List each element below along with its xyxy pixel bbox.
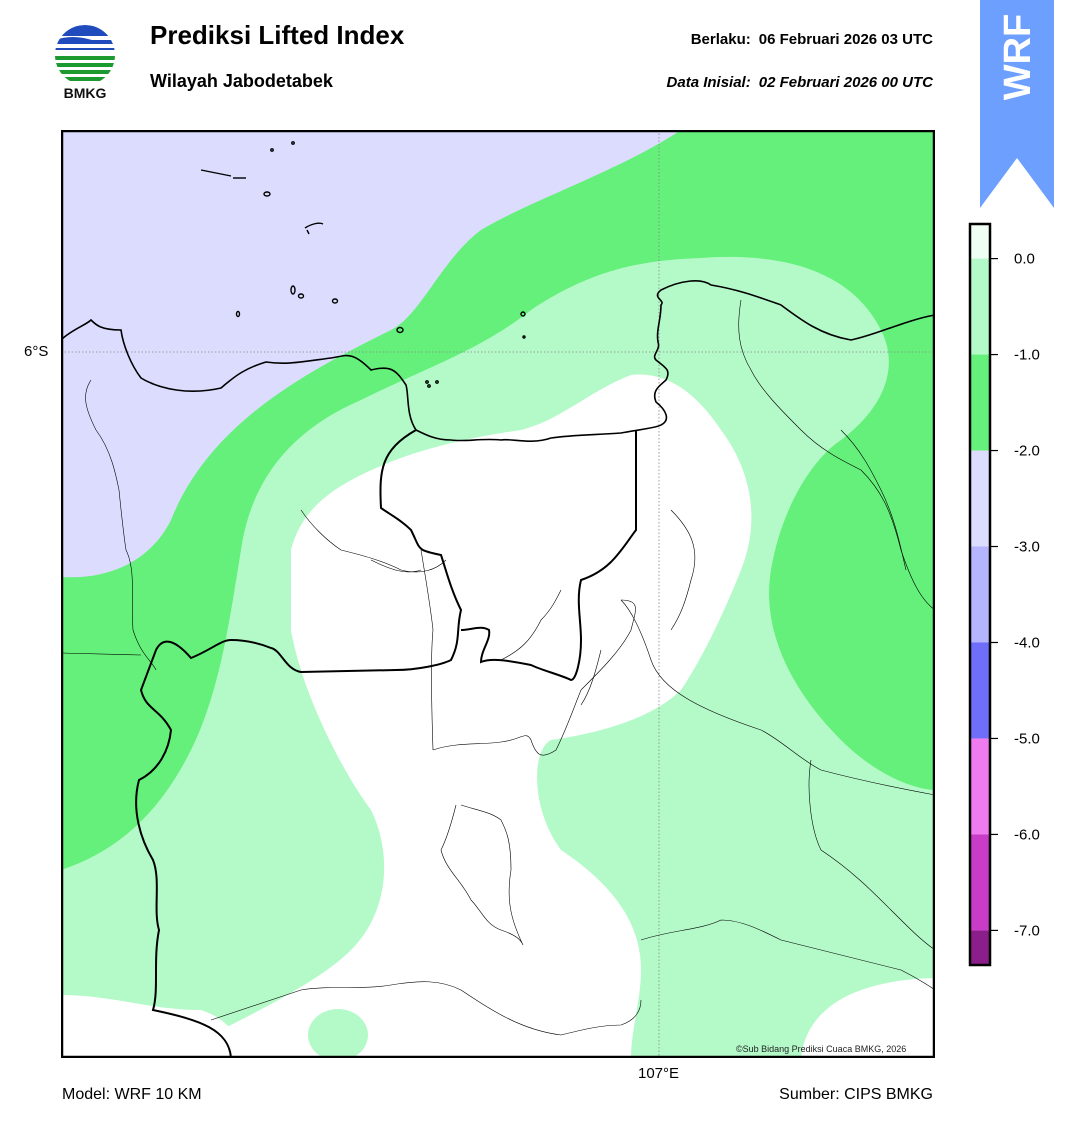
colorbar-tick-label: -2.0 [1014,443,1040,460]
colorbar-band [971,450,989,547]
light-green-blob [308,1009,368,1058]
colorbar-band [971,642,989,739]
coastline [61,280,935,442]
white-corner-right [801,978,935,1058]
valid-time-label: Berlaku: [690,31,751,48]
colorbar-ticks: 0.0 -1.0 -2.0 -3.0 -4.0 -5.0 -6.0 -7.0 [990,251,1040,939]
colorbar-tick-label: -3.0 [1014,539,1040,556]
colorbar-band [971,225,989,259]
source-label: Sumber: CIPS BMKG [779,1086,933,1103]
bmkg-logo: BMKG [55,25,115,101]
lifted-index-map [61,130,935,1058]
thousand-islands [200,141,526,388]
colorbar-tick-label: -5.0 [1014,730,1040,747]
colorbar-tick-label: -7.0 [1014,922,1040,939]
colorbar: 0.0 -1.0 -2.0 -3.0 -4.0 -5.0 -6.0 -7.0 [968,222,1040,967]
map-frame [61,130,935,1058]
longitude-label: 107°E [638,1065,680,1082]
colorbar-tick-label: -4.0 [1014,634,1040,651]
model-label: Model: WRF 10 KM [62,1086,202,1103]
copyright-text: ©Sub Bidang Prediksi Cuaca BMKG, 2026 [736,1044,907,1054]
valid-time: Berlaku: 06 Februari 2026 03 UTC [691,31,933,48]
colorbar-band [971,930,989,964]
colorbar-band [971,738,989,835]
page-subtitle: Wilayah Jabodetabek [150,71,333,91]
wrf-ribbon: WRF [980,0,1054,208]
admin-boundaries [61,299,935,1036]
colorbar-band [971,834,989,931]
latitude-label: 6°S [24,343,49,360]
district-border-thick [460,430,637,682]
init-time-label: Data Inisial: [666,74,751,91]
colorbar-tick-label: 0.0 [1014,251,1035,268]
white-field [201,374,752,1058]
valid-time-value: 06 Februari 2026 03 UTC [758,31,933,48]
colorbar-band [971,546,989,643]
colorbar-band [971,354,989,451]
colorbar-tick-label: -1.0 [1014,347,1040,364]
white-corner-left [61,995,241,1058]
colorbar-bands [971,225,989,964]
page-title: Prediksi Lifted Index [150,20,405,50]
green-field-top [661,130,935,185]
wrf-ribbon-text: WRF [997,14,1039,101]
logo-text: BMKG [64,85,107,101]
colorbar-frame [968,222,992,967]
colorbar-tick-label: -6.0 [1014,826,1040,843]
colorbar-band [971,258,989,355]
init-time-value: 02 Februari 2026 00 UTC [758,74,933,91]
province-border [135,429,463,1058]
init-time: Data Inisial: 02 Februari 2026 00 UTC [667,74,933,91]
